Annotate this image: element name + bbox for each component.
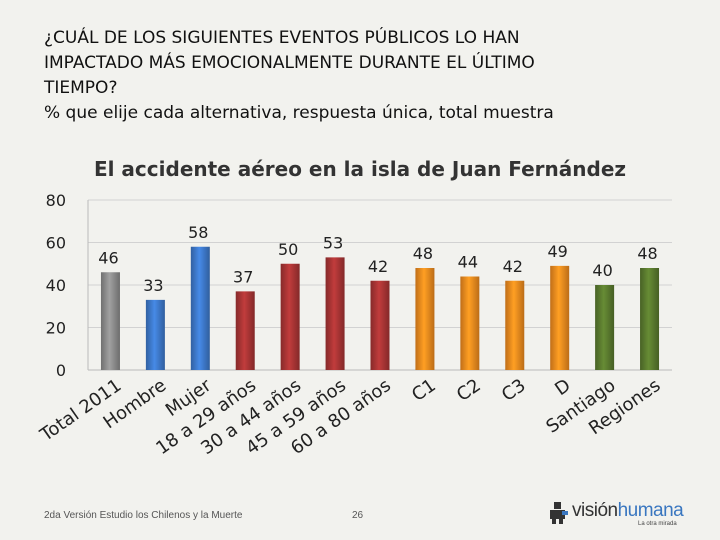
data-label: 50 [278,240,298,259]
brand-logo: visiónhumana La otra mirada [548,500,688,530]
heading-line-1: ¿CUÁL DE LOS SIGUIENTES EVENTOS PÚBLICOS… [44,28,520,48]
x-tick-label: C2 [453,375,485,406]
data-label: 44 [458,253,478,272]
bar [505,280,525,370]
data-label: 46 [98,248,118,267]
logo-wordmark: visiónhumana [572,500,684,522]
data-label: 48 [637,244,657,263]
x-tick-label: C3 [498,375,530,406]
logo-text-a: visión [572,500,618,521]
data-label: 42 [503,257,523,276]
data-label: 53 [323,233,343,252]
bar [190,246,210,370]
y-tick-label: 20 [46,319,66,338]
y-tick-label: 0 [56,361,66,380]
x-tick-label: C1 [408,375,440,406]
data-label: 37 [233,267,253,286]
footer-source: 2da Versión Estudio los Chilenos y la Mu… [44,510,243,521]
bar [550,265,570,370]
data-label: 48 [413,244,433,263]
data-label: 42 [368,257,388,276]
bar [325,257,345,370]
slide-heading: ¿CUÁL DE LOS SIGUIENTES EVENTOS PÚBLICOS… [44,26,684,126]
bar [640,268,660,370]
person-logo-icon [550,502,568,524]
page-number: 26 [352,510,364,521]
y-tick-label: 80 [46,191,66,210]
data-label: 33 [143,276,163,295]
heading-line-3: TIEMPO? [44,78,118,98]
chart-title: El accidente aéreo en la isla de Juan Fe… [94,157,626,181]
logo-tagline: La otra mirada [638,521,677,527]
bar [370,280,390,370]
y-tick-label: 40 [46,276,66,295]
logo-text-b: humana [617,500,684,521]
y-tick-label: 60 [46,234,66,253]
bar [460,276,480,370]
x-tick-label: D [551,375,574,400]
data-label: 58 [188,223,208,242]
heading-subtitle: % que elije cada alternativa, respuesta … [44,103,554,123]
heading-line-2: IMPACTADO MÁS EMOCIONALMENTE DURANTE EL … [44,53,535,73]
bar [100,272,120,370]
data-label: 40 [592,261,612,280]
bar [415,268,435,370]
bar [235,291,255,370]
bar [595,285,615,370]
bar [145,299,165,370]
bar [280,263,300,370]
data-label: 49 [548,242,568,261]
